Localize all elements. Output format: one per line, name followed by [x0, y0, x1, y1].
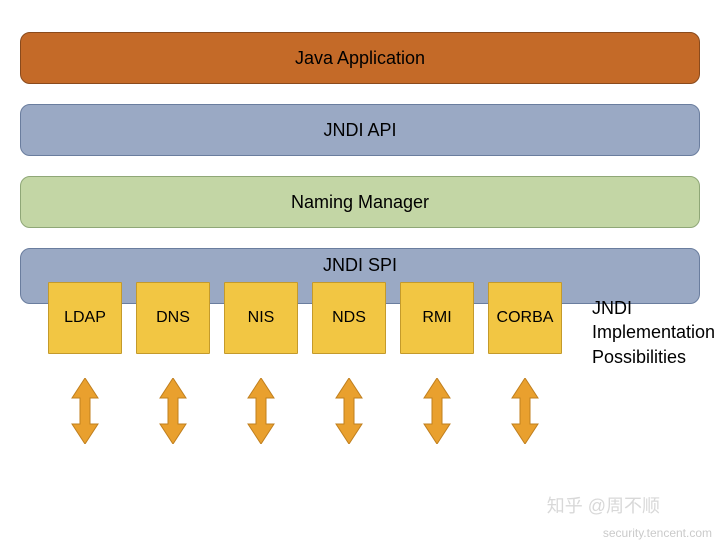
impl-box-label: NDS: [332, 309, 366, 327]
side-label: JNDI Implementation Possibilities: [592, 296, 715, 369]
watermark-zhihu: 知乎 @周不顺: [547, 492, 660, 518]
implementation-row: LDAP DNS NIS NDS RMI CORBA: [48, 282, 562, 354]
impl-box-label: CORBA: [497, 309, 554, 327]
watermark-source: security.tencent.com: [603, 526, 712, 540]
double-arrow-icon: [224, 378, 298, 444]
side-label-line2: Implementation: [592, 322, 715, 342]
impl-box-label: NIS: [248, 309, 275, 327]
double-arrow-icon: [488, 378, 562, 444]
impl-box-label: LDAP: [64, 309, 106, 327]
layer-label: Java Application: [295, 48, 425, 69]
impl-box-nds: NDS: [312, 282, 386, 354]
spi-section: JNDI SPI LDAPDNSNISNDSRMICORBA JNDI Impl…: [20, 248, 700, 304]
impl-box-nis: NIS: [224, 282, 298, 354]
double-arrow-icon: [400, 378, 474, 444]
double-arrow-icon: [48, 378, 122, 444]
impl-box-ldap: LDAP: [48, 282, 122, 354]
impl-box-rmi: RMI: [400, 282, 474, 354]
layer-java-application: Java Application: [20, 32, 700, 84]
diagram-canvas: Java Application JNDI API Naming Manager…: [20, 32, 700, 304]
double-arrow-icon: [312, 378, 386, 444]
impl-box-label: RMI: [422, 309, 451, 327]
layer-label: Naming Manager: [291, 192, 429, 213]
impl-box-dns: DNS: [136, 282, 210, 354]
impl-box-corba: CORBA: [488, 282, 562, 354]
double-arrow-icon: [136, 378, 210, 444]
layer-label: JNDI API: [323, 120, 396, 141]
side-label-line3: Possibilities: [592, 347, 686, 367]
arrow-row: [48, 378, 562, 444]
impl-box-label: DNS: [156, 309, 190, 327]
layer-naming-manager: Naming Manager: [20, 176, 700, 228]
side-label-line1: JNDI: [592, 298, 632, 318]
layer-jndi-api: JNDI API: [20, 104, 700, 156]
